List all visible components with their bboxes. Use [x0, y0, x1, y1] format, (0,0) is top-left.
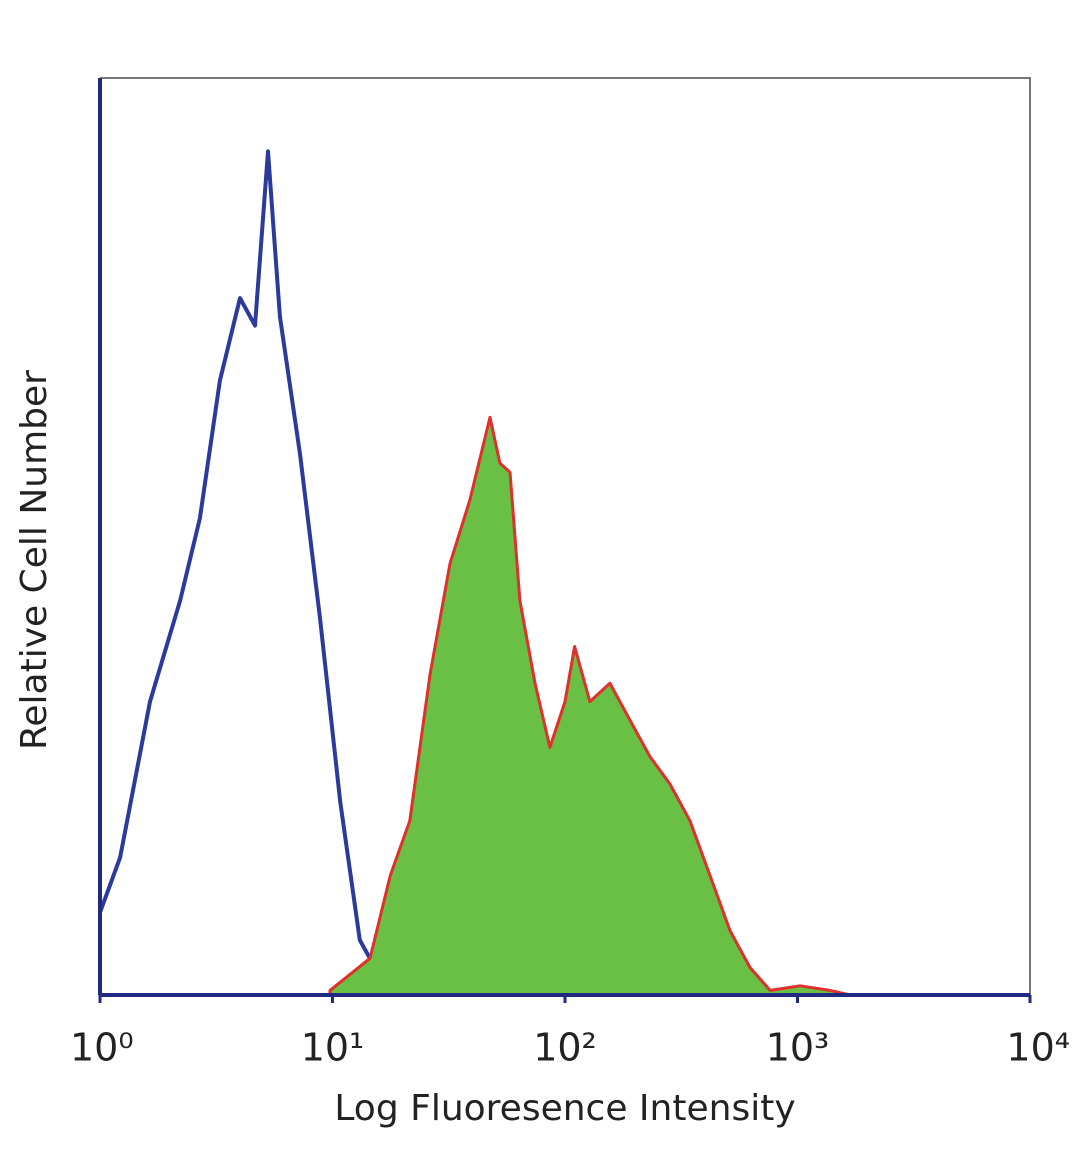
x-tick-label: 10³ [766, 1026, 830, 1070]
plot-frame [100, 77, 1031, 995]
histogram-area [328, 415, 852, 997]
x-tick-label: 10¹ [301, 1026, 365, 1070]
x-tick-label: 10² [533, 1026, 597, 1070]
x-tick-label: 10⁰ [70, 1026, 134, 1070]
y-axis-label: Relative Cell Number [14, 370, 55, 750]
histogram-line [98, 149, 402, 997]
x-tick-label: 10⁴ [1006, 1026, 1070, 1070]
x-axis-label: Log Fluoresence Intensity [334, 1088, 795, 1129]
